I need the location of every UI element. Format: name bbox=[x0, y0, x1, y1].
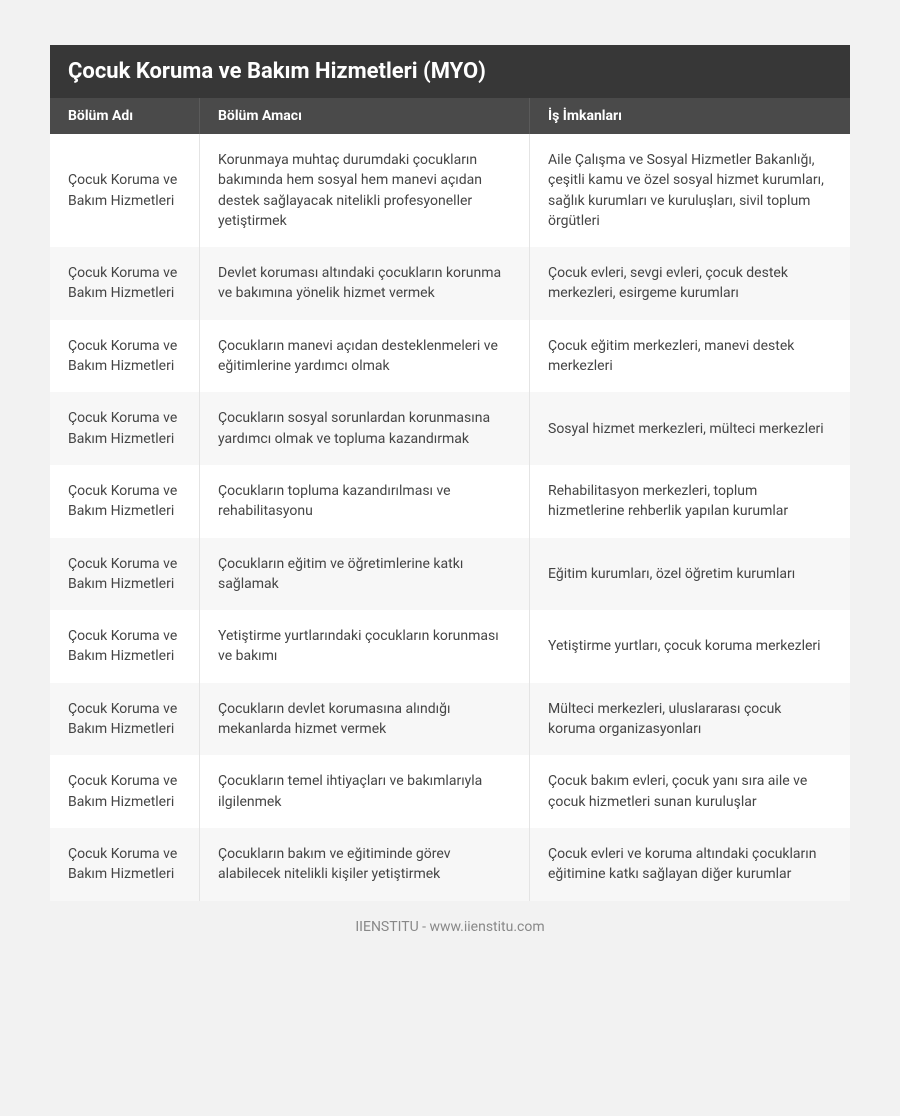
cell-name: Çocuk Koruma ve Bakım Hizmetleri bbox=[50, 465, 200, 538]
table-row: Çocuk Koruma ve Bakım HizmetleriKorunmay… bbox=[50, 134, 850, 247]
cell-purpose: Çocukların topluma kazandırılması ve reh… bbox=[200, 465, 530, 538]
cell-purpose: Çocukların temel ihtiyaçları ve bakımlar… bbox=[200, 755, 530, 828]
cell-jobs: Çocuk bakım evleri, çocuk yanı sıra aile… bbox=[530, 755, 850, 828]
table-row: Çocuk Koruma ve Bakım HizmetleriÇocuklar… bbox=[50, 538, 850, 611]
table-row: Çocuk Koruma ve Bakım HizmetleriÇocuklar… bbox=[50, 392, 850, 465]
column-header-jobs: İş İmkanları bbox=[530, 98, 850, 134]
column-header-row: Bölüm Adı Bölüm Amacı İş İmkanları bbox=[50, 98, 850, 134]
table-row: Çocuk Koruma ve Bakım HizmetleriYetiştir… bbox=[50, 610, 850, 683]
table-row: Çocuk Koruma ve Bakım HizmetleriDevlet k… bbox=[50, 247, 850, 320]
cell-jobs: Rehabilitasyon merkezleri, toplum hizmet… bbox=[530, 465, 850, 538]
cell-jobs: Yetiştirme yurtları, çocuk koruma merkez… bbox=[530, 610, 850, 683]
column-header-purpose: Bölüm Amacı bbox=[200, 98, 530, 134]
cell-jobs: Sosyal hizmet merkezleri, mülteci merkez… bbox=[530, 392, 850, 465]
cell-name: Çocuk Koruma ve Bakım Hizmetleri bbox=[50, 134, 200, 247]
table-row: Çocuk Koruma ve Bakım HizmetleriÇocuklar… bbox=[50, 465, 850, 538]
cell-purpose: Yetiştirme yurtlarındaki çocukların koru… bbox=[200, 610, 530, 683]
cell-name: Çocuk Koruma ve Bakım Hizmetleri bbox=[50, 683, 200, 756]
cell-jobs: Çocuk evleri ve koruma altındaki çocukla… bbox=[530, 828, 850, 901]
cell-purpose: Devlet koruması altındaki çocukların kor… bbox=[200, 247, 530, 320]
table-body: Çocuk Koruma ve Bakım HizmetleriKorunmay… bbox=[50, 134, 850, 901]
cell-jobs: Çocuk evleri, sevgi evleri, çocuk destek… bbox=[530, 247, 850, 320]
cell-purpose: Çocukların bakım ve eğitiminde görev ala… bbox=[200, 828, 530, 901]
column-header-name: Bölüm Adı bbox=[50, 98, 200, 134]
cell-name: Çocuk Koruma ve Bakım Hizmetleri bbox=[50, 247, 200, 320]
cell-purpose: Çocukların manevi açıdan desteklenmeleri… bbox=[200, 320, 530, 393]
cell-name: Çocuk Koruma ve Bakım Hizmetleri bbox=[50, 538, 200, 611]
cell-purpose: Çocukların sosyal sorunlardan korunmasın… bbox=[200, 392, 530, 465]
cell-purpose: Çocukların devlet korumasına alındığı me… bbox=[200, 683, 530, 756]
cell-jobs: Çocuk eğitim merkezleri, manevi destek m… bbox=[530, 320, 850, 393]
cell-name: Çocuk Koruma ve Bakım Hizmetleri bbox=[50, 320, 200, 393]
cell-jobs: Mülteci merkezleri, uluslararası çocuk k… bbox=[530, 683, 850, 756]
table-row: Çocuk Koruma ve Bakım HizmetleriÇocuklar… bbox=[50, 683, 850, 756]
cell-name: Çocuk Koruma ve Bakım Hizmetleri bbox=[50, 392, 200, 465]
table-container: Çocuk Koruma ve Bakım Hizmetleri (MYO) B… bbox=[50, 45, 850, 901]
table-title: Çocuk Koruma ve Bakım Hizmetleri (MYO) bbox=[50, 45, 850, 98]
cell-jobs: Aile Çalışma ve Sosyal Hizmetler Bakanlı… bbox=[530, 134, 850, 247]
cell-purpose: Çocukların eğitim ve öğretimlerine katkı… bbox=[200, 538, 530, 611]
footer-text: IIENSTITU - www.iienstitu.com bbox=[50, 901, 850, 935]
table-row: Çocuk Koruma ve Bakım HizmetleriÇocuklar… bbox=[50, 755, 850, 828]
cell-jobs: Eğitim kurumları, özel öğretim kurumları bbox=[530, 538, 850, 611]
table-row: Çocuk Koruma ve Bakım HizmetleriÇocuklar… bbox=[50, 828, 850, 901]
cell-name: Çocuk Koruma ve Bakım Hizmetleri bbox=[50, 755, 200, 828]
table-row: Çocuk Koruma ve Bakım HizmetleriÇocuklar… bbox=[50, 320, 850, 393]
cell-name: Çocuk Koruma ve Bakım Hizmetleri bbox=[50, 610, 200, 683]
cell-name: Çocuk Koruma ve Bakım Hizmetleri bbox=[50, 828, 200, 901]
cell-purpose: Korunmaya muhtaç durumdaki çocukların ba… bbox=[200, 134, 530, 247]
